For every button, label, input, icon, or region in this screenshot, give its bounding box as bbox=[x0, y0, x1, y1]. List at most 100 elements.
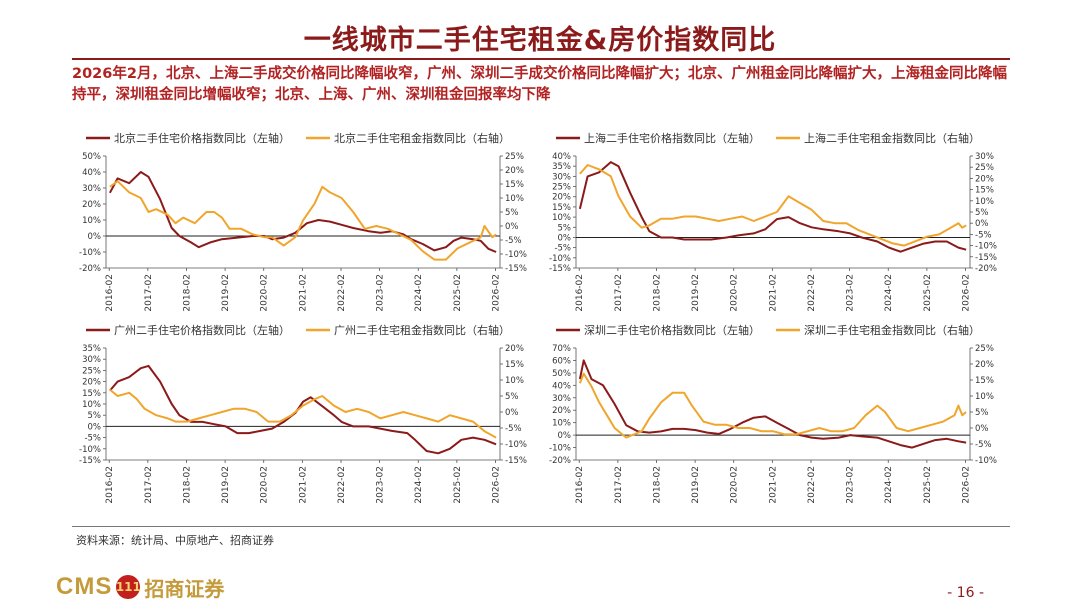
chart-svg: 上海二手住宅价格指数同比（左轴） 上海二手住宅租金指数同比（右轴） -15% -10%… bbox=[549, 131, 997, 312]
price-series-line bbox=[578, 359, 967, 449]
left-tick-label: 35% bbox=[552, 162, 571, 172]
right-tick-label: 10% bbox=[505, 194, 524, 204]
x-tick-label: 2016-02 bbox=[105, 466, 115, 504]
left-tick-label: 20% bbox=[82, 200, 101, 210]
x-tick-label: 2021-02 bbox=[768, 274, 778, 312]
left-tick-label: 15% bbox=[82, 389, 101, 399]
left-tick-label: -20% bbox=[79, 264, 101, 274]
x-tick-label: 2018-02 bbox=[652, 466, 662, 504]
rent-series-line bbox=[579, 164, 967, 247]
x-tick-label: 2017-02 bbox=[144, 274, 154, 312]
chart-beijing: 北京二手住宅价格指数同比（左轴） 北京二手住宅租金指数同比（右轴） -20% -10%… bbox=[68, 126, 538, 316]
x-tick-label: 2017-02 bbox=[614, 466, 624, 504]
right-tick-label: 0% bbox=[505, 408, 519, 418]
logo-emblem-icon: 111 bbox=[116, 575, 141, 599]
left-tick-label: 25% bbox=[82, 366, 101, 376]
right-tick-label: -10% bbox=[975, 456, 997, 466]
x-tick-label: 2025-02 bbox=[923, 466, 933, 504]
right-tick-label: -10% bbox=[975, 242, 997, 252]
right-tick-label: 20% bbox=[975, 174, 994, 184]
x-tick-label: 2025-02 bbox=[923, 274, 933, 312]
footer-divider bbox=[72, 526, 1010, 527]
x-tick-label: 2025-02 bbox=[453, 274, 463, 312]
right-tick-label: 0% bbox=[505, 222, 519, 232]
left-tick-label: 35% bbox=[82, 344, 101, 354]
left-tick-label: 5% bbox=[558, 223, 572, 233]
left-tick-label: 25% bbox=[552, 183, 571, 193]
left-tick-label: 10% bbox=[552, 419, 571, 429]
right-tick-label: 0% bbox=[975, 424, 989, 434]
x-tick-label: 2019-02 bbox=[691, 274, 701, 312]
price-series-line bbox=[109, 171, 497, 253]
x-tick-label: 2022-02 bbox=[807, 274, 817, 312]
x-tick-label: 2019-02 bbox=[221, 466, 231, 504]
x-tick-label: 2026-02 bbox=[961, 274, 971, 312]
left-tick-label: 50% bbox=[552, 369, 571, 379]
x-tick-label: 2022-02 bbox=[337, 274, 347, 312]
x-tick-label: 2022-02 bbox=[337, 466, 347, 504]
legend-label: 北京二手住宅价格指数同比（左轴） bbox=[114, 131, 290, 145]
x-tick-label: 2021-02 bbox=[768, 466, 778, 504]
right-tick-label: 25% bbox=[975, 163, 994, 173]
right-tick-label: 20% bbox=[505, 344, 524, 354]
left-tick-label: 0% bbox=[558, 233, 572, 243]
summary-text: 2026年2月，北京、上海二手成交价格同比降幅收窄，广州、深圳二手成交价格同比降… bbox=[72, 66, 1007, 103]
cms-logo: CMS 111 招商证券 bbox=[56, 572, 224, 602]
left-tick-label: 0% bbox=[558, 431, 572, 441]
x-tick-label: 2026-02 bbox=[491, 274, 501, 312]
logo-cn-text: 招商证券 bbox=[144, 576, 225, 601]
right-tick-label: 15% bbox=[505, 360, 524, 370]
left-tick-label: 40% bbox=[552, 152, 571, 162]
right-tick-label: 5% bbox=[975, 408, 989, 418]
left-tick-label: 60% bbox=[552, 356, 571, 366]
right-tick-label: 0% bbox=[975, 219, 989, 229]
left-tick-label: 40% bbox=[82, 168, 101, 178]
left-tick-label: -5% bbox=[554, 244, 571, 254]
rent-series-line bbox=[109, 388, 497, 439]
right-tick-label: 10% bbox=[975, 392, 994, 402]
right-tick-label: -15% bbox=[505, 456, 527, 466]
legend-label: 上海二手住宅价格指数同比（左轴） bbox=[584, 131, 760, 145]
source-note: 资料来源：统计局、中原地产、招商证券 bbox=[76, 534, 274, 547]
right-tick-label: -5% bbox=[975, 230, 992, 240]
left-tick-label: 20% bbox=[552, 193, 571, 203]
right-tick-label: -15% bbox=[505, 264, 527, 274]
legend-label: 上海二手住宅租金指数同比（右轴） bbox=[804, 131, 980, 145]
x-tick-label: 2016-02 bbox=[105, 274, 115, 312]
rent-series-line bbox=[109, 180, 497, 261]
x-tick-label: 2017-02 bbox=[614, 274, 624, 312]
left-tick-label: -20% bbox=[549, 456, 571, 466]
legend-label: 广州二手住宅租金指数同比（右轴） bbox=[334, 323, 510, 337]
x-tick-label: 2020-02 bbox=[260, 274, 270, 312]
x-tick-label: 2024-02 bbox=[414, 466, 424, 504]
left-tick-label: 0% bbox=[88, 422, 102, 432]
x-tick-label: 2018-02 bbox=[182, 274, 192, 312]
right-tick-label: -5% bbox=[975, 440, 992, 450]
title-divider bbox=[72, 58, 1010, 60]
right-tick-label: 20% bbox=[975, 360, 994, 370]
x-tick-label: 2021-02 bbox=[298, 274, 308, 312]
legend-label: 广州二手住宅价格指数同比（左轴） bbox=[114, 323, 290, 337]
left-tick-label: 5% bbox=[88, 411, 102, 421]
x-tick-label: 2020-02 bbox=[730, 466, 740, 504]
x-tick-label: 2023-02 bbox=[846, 274, 856, 312]
x-tick-label: 2019-02 bbox=[691, 466, 701, 504]
rent-series-line bbox=[578, 372, 967, 439]
right-tick-label: 15% bbox=[975, 376, 994, 386]
left-tick-label: 30% bbox=[552, 172, 571, 182]
chart-svg: 北京二手住宅价格指数同比（左轴） 北京二手住宅租金指数同比（右轴） -20% -10%… bbox=[79, 131, 527, 312]
legend-label: 深圳二手住宅租金指数同比（右轴） bbox=[804, 323, 980, 337]
right-tick-label: 5% bbox=[975, 208, 989, 218]
left-tick-label: 10% bbox=[82, 400, 101, 410]
left-tick-label: 10% bbox=[82, 216, 101, 226]
price-series-line bbox=[578, 161, 967, 253]
chart-svg: 广州二手住宅价格指数同比（左轴） 广州二手住宅租金指数同比（右轴） -15% -10%… bbox=[79, 323, 527, 504]
x-tick-label: 2024-02 bbox=[884, 466, 894, 504]
right-tick-label: -5% bbox=[505, 424, 522, 434]
left-tick-label: -10% bbox=[549, 444, 571, 454]
left-tick-label: 10% bbox=[552, 213, 571, 223]
left-tick-label: -15% bbox=[549, 264, 571, 274]
legend-label: 深圳二手住宅价格指数同比（左轴） bbox=[584, 323, 760, 337]
left-tick-label: -10% bbox=[79, 445, 101, 455]
page-title: 一线城市二手住宅租金&房价指数同比 bbox=[303, 25, 777, 56]
